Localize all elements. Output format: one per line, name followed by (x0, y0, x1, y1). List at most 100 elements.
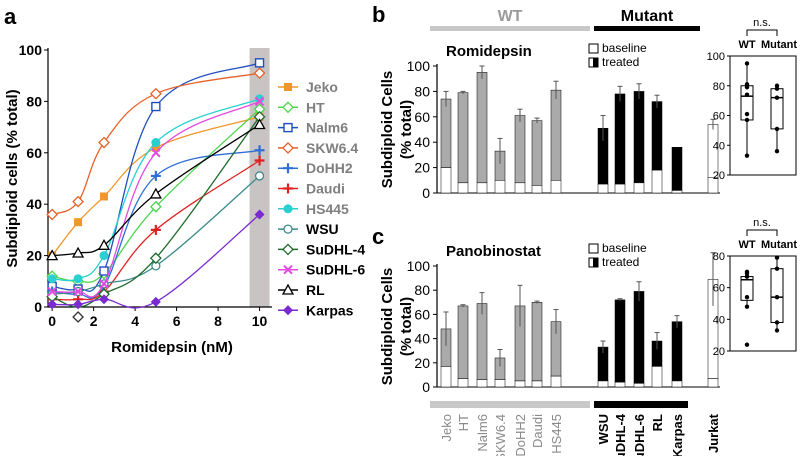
baseline-bar (614, 381, 626, 388)
data-point (74, 218, 83, 227)
treated-bar (550, 89, 562, 181)
baseline-bar (597, 183, 609, 194)
data-point (46, 208, 59, 221)
treated-bar (457, 305, 469, 379)
legend-label: HT (306, 99, 325, 115)
legend-b-baseline-label: baseline (602, 41, 647, 55)
legend-label: HS445 (306, 201, 349, 217)
data-point (253, 67, 266, 80)
mutant-group-bar-top (594, 26, 700, 31)
data-point (744, 61, 750, 66)
x-tick-label: 4 (131, 313, 139, 329)
baseline-bar (476, 182, 488, 194)
bar-hs445 (550, 80, 562, 194)
y-tick-label: 100 (19, 42, 43, 58)
bar-rl (651, 332, 663, 388)
bar-nalm6 (476, 65, 488, 194)
legend-label: Karpas (306, 302, 354, 318)
treated-bar (457, 92, 469, 184)
y-tick-label: 80 (414, 282, 430, 298)
y-tick-label: 0 (34, 299, 42, 315)
y-axis-title: Subdiploid Cells (379, 71, 396, 189)
data-point (254, 58, 265, 68)
y-tick-label: 20 (414, 160, 430, 176)
bar-jeko (440, 90, 452, 194)
data-point (149, 87, 162, 100)
baseline-bar (707, 378, 719, 388)
bar-jurkat (707, 118, 719, 194)
baseline-bar (671, 190, 683, 194)
baseline-bar (633, 383, 645, 388)
baseline-bar (531, 185, 543, 194)
data-point (774, 294, 780, 300)
baseline-bar (614, 183, 626, 194)
data-point (255, 94, 265, 104)
data-point (254, 155, 265, 166)
legend-c-baseline-label: baseline (602, 241, 647, 255)
category-label: WSU (596, 414, 611, 444)
data-point (744, 274, 750, 279)
bar-sudhl-6 (633, 83, 645, 194)
significance-bracket (746, 29, 778, 36)
wt-group-bar-bottom (430, 401, 590, 408)
y-tick-label: 0 (422, 379, 430, 395)
data-point (46, 249, 59, 261)
data-point (149, 200, 162, 213)
treated-bar (440, 98, 452, 168)
y-axis-title: Subdiploid cells (% total) (4, 89, 21, 267)
y-tick-label: 60 (414, 306, 430, 322)
bar-hs445 (550, 309, 562, 388)
data-point (150, 224, 161, 235)
data-point (283, 305, 293, 316)
data-point (47, 286, 57, 297)
data-point (774, 83, 780, 88)
legend-label: SKW6.4 (306, 140, 358, 156)
y-tick-label: 80 (713, 81, 725, 93)
legend-c-treated-label: treated (602, 255, 639, 269)
box-category-mutant: Mutant (761, 239, 797, 251)
series-skw6-4 (46, 67, 266, 221)
panel-label-c: c (372, 224, 384, 249)
bar-chart-panobinostat: 0 20 40 60 80 100 Panobinostat Subdiploid Cells… (379, 243, 721, 456)
data-point (282, 243, 294, 256)
data-point (99, 279, 109, 289)
legend-item: SuDHL-4 (278, 241, 365, 257)
y-tick-label: 80 (713, 251, 725, 263)
baseline-bar (476, 379, 488, 388)
data-point (99, 266, 109, 276)
data-point (774, 255, 780, 260)
data-point (282, 141, 294, 154)
legend-c-baseline-swatch (588, 243, 599, 254)
data-point (151, 148, 161, 158)
bar-nalm6 (476, 292, 488, 388)
data-point (72, 311, 84, 323)
series-sudhl-6 (47, 96, 265, 298)
data-point (71, 246, 85, 258)
data-point (254, 96, 265, 107)
legend-item: WSU (278, 221, 339, 237)
bar-chart-romidepsin: 0 20 40 60 80 100 Romidepsin Subdiploid Cells (%… (379, 43, 720, 201)
box-mutant (770, 255, 784, 333)
treated-bar (531, 302, 543, 382)
legend-item: Nalm6 (278, 120, 348, 136)
series-line (52, 123, 260, 257)
treated-bar (614, 93, 626, 185)
treated-bar (671, 147, 683, 191)
legend-label: Jeko (306, 79, 338, 95)
category-label: SuDHL-4 (613, 413, 628, 456)
baseline-bar (440, 167, 452, 194)
legend-item: SKW6.4 (278, 140, 358, 156)
x-axis-title: Romidepsin (nM) (111, 339, 233, 356)
box-category-wt: WT (738, 39, 755, 51)
treated-bar (671, 321, 683, 382)
y-axis-title-unit: (% total) (398, 100, 415, 159)
box-wt (740, 269, 754, 347)
legend-label: Daudi (306, 181, 345, 197)
treated-bar (614, 299, 626, 383)
legend-label: Nalm6 (306, 120, 348, 136)
data-point (47, 299, 58, 310)
data-point (283, 122, 293, 133)
category-label: Karpas (670, 414, 685, 456)
data-point (744, 92, 750, 97)
baseline-bar (531, 380, 543, 388)
